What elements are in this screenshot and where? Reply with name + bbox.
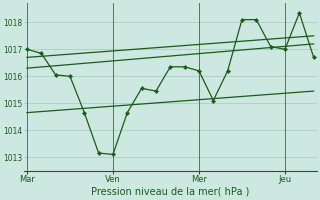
X-axis label: Pression niveau de la mer( hPa ): Pression niveau de la mer( hPa ): [91, 187, 250, 197]
